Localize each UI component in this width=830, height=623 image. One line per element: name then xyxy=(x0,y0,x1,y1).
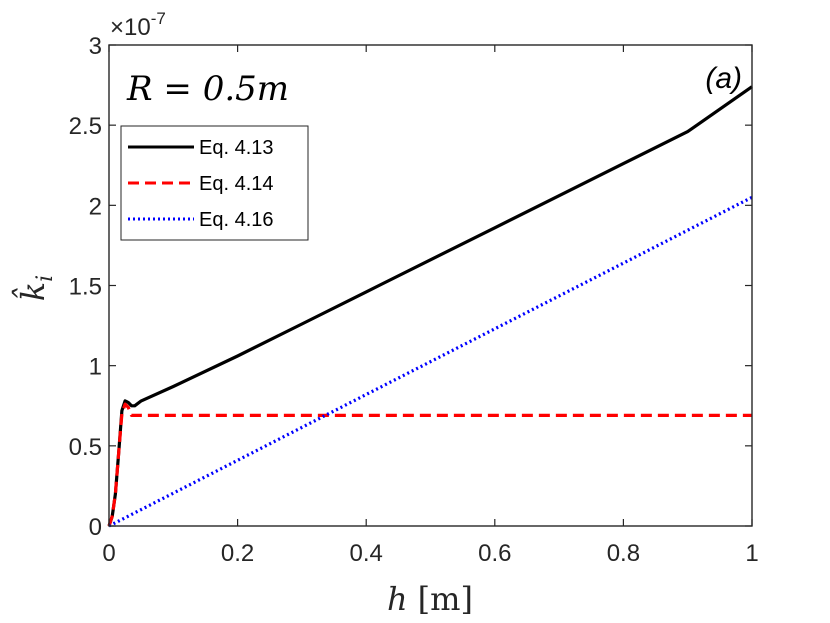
y-tick-label: 3 xyxy=(89,33,102,60)
x-tick-label: 0 xyxy=(102,540,115,567)
tick-layer: 0 0.2 0.4 0.6 0.8 1 0 0.5 1 1.5 2 2.5 3 xyxy=(69,33,759,567)
y-tick-label: 0.5 xyxy=(69,434,102,461)
x-axis-label: h [m] xyxy=(387,580,473,618)
y-multiplier-base: ×10 xyxy=(110,14,151,41)
y-tick-label: 0 xyxy=(89,514,102,541)
y-axis-var: k̂ xyxy=(11,282,52,301)
legend-label-eq-4-16: Eq. 4.16 xyxy=(199,209,274,231)
x-axis-var: h xyxy=(387,580,408,618)
y-tick-label: 1 xyxy=(89,354,102,381)
series-line-eq-4-13 xyxy=(107,85,753,527)
x-tick-label: 0.2 xyxy=(221,540,254,567)
plot-area-background xyxy=(109,45,752,526)
y-axis-label: k̂i xyxy=(11,275,58,301)
y-multiplier: ×10-7 xyxy=(110,9,166,41)
x-tick-label: 0.6 xyxy=(478,540,511,567)
x-axis-unit: [m] xyxy=(418,580,473,618)
y-tick-label: 2 xyxy=(89,193,102,220)
y-multiplier-exponent: -7 xyxy=(151,9,166,28)
annotation-panel-label: (a) xyxy=(705,62,742,95)
legend-label-eq-4-13: Eq. 4.13 xyxy=(199,137,274,159)
series-layer xyxy=(107,85,753,528)
y-axis-subscript: i xyxy=(33,275,58,282)
y-tick-label: 1.5 xyxy=(69,274,102,301)
x-tick-label: 0.4 xyxy=(350,540,383,567)
series-line-eq-4-14 xyxy=(107,402,752,527)
x-tick-label: 0.8 xyxy=(607,540,640,567)
legend: Eq. 4.13 Eq. 4.14 Eq. 4.16 xyxy=(120,125,309,241)
y-tick-label: 2.5 xyxy=(69,113,102,140)
series-line-eq-4-16 xyxy=(108,195,753,528)
annotation-radius: R = 0.5m xyxy=(126,69,289,109)
x-tick-label: 1 xyxy=(745,540,758,567)
legend-label-eq-4-14: Eq. 4.14 xyxy=(199,173,274,195)
